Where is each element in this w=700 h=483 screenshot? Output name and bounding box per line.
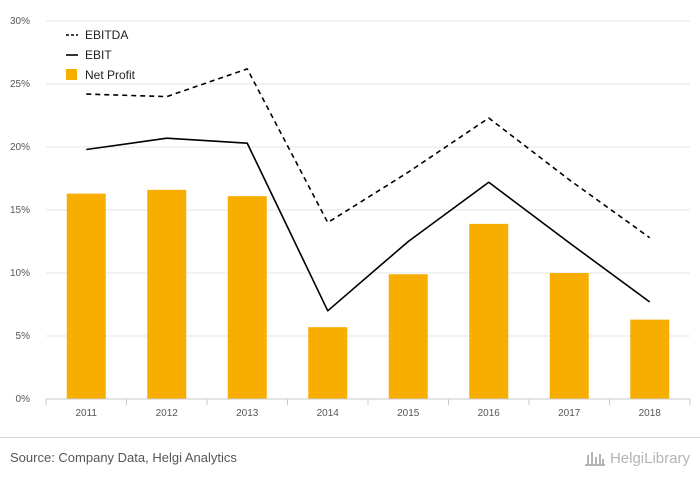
- series-line-ebit: [86, 137, 651, 312]
- y-tick-label: 25%: [10, 79, 30, 90]
- x-tick-label: 2012: [156, 408, 179, 419]
- y-tick-label: 5%: [16, 331, 31, 342]
- chart: 0% 5% 10% 15% 20% 25% 30% 2011 2012 2013 2014 2015 2…: [10, 16, 691, 419]
- legend-label: EBITDA: [85, 28, 128, 42]
- legend-label: Net Profit: [85, 68, 136, 82]
- bar: [469, 223, 509, 399]
- x-tick-label: 2011: [75, 408, 97, 419]
- y-tick-label: 10%: [10, 268, 30, 279]
- y-tick-label: 30%: [10, 16, 30, 27]
- bar: [147, 189, 187, 399]
- bar: [227, 196, 267, 399]
- y-tick-label: 15%: [10, 205, 30, 216]
- source-note: Source: Company Data, Helgi Analytics: [10, 450, 237, 465]
- series-line-ebitda: [86, 68, 651, 239]
- x-tick-label: 2016: [478, 408, 501, 419]
- x-tick-label: 2015: [397, 408, 420, 419]
- x-tick-label: 2017: [558, 408, 581, 419]
- x-tick-label: 2018: [639, 408, 662, 419]
- legend-label: EBIT: [85, 48, 112, 62]
- brand-name: HelgiLibrary: [609, 449, 690, 467]
- x-tick-label: 2013: [236, 408, 259, 419]
- bar: [66, 193, 106, 399]
- footer-divider: [0, 437, 700, 438]
- y-tick-label: 20%: [10, 142, 30, 153]
- bar: [630, 319, 670, 399]
- bar: [308, 327, 348, 399]
- bar: [388, 274, 428, 399]
- brand-logo: HelgiLibrary: [584, 449, 690, 467]
- bar: [549, 273, 589, 399]
- legend-swatch: [66, 69, 77, 80]
- y-tick-label: 0%: [16, 394, 31, 405]
- library-building-icon: [584, 452, 605, 466]
- x-tick-label: 2014: [317, 408, 340, 419]
